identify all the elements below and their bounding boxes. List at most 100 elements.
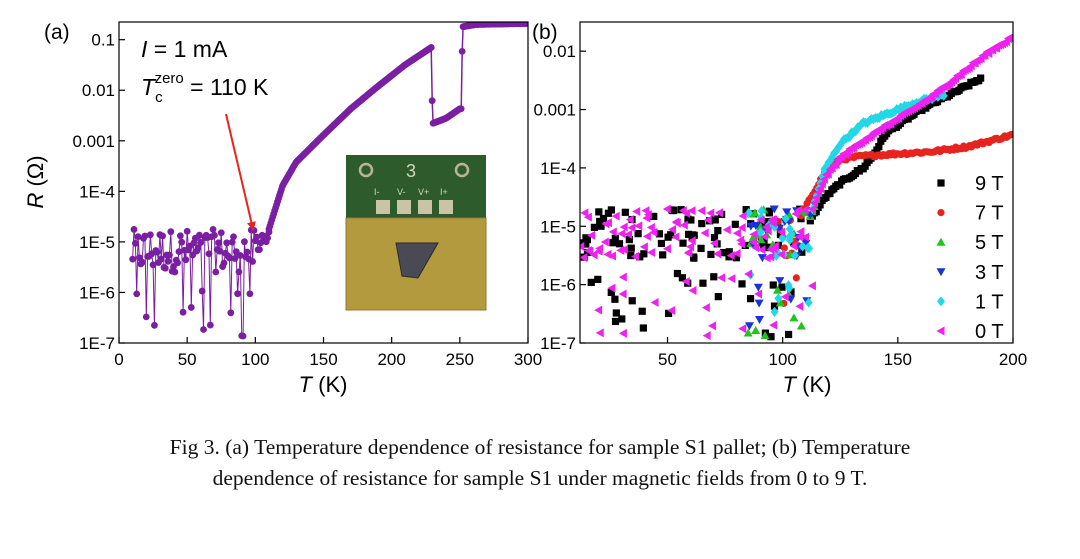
annotation-tc-sup: zero <box>155 70 184 87</box>
panel-a-ytick-label: 1E-7 <box>79 334 115 353</box>
panel-b-point-0t <box>662 204 671 214</box>
panel-a-point <box>249 258 257 265</box>
panel-b-point-0t <box>594 305 603 315</box>
panel-a-point <box>142 313 150 321</box>
panel-b-point-1t <box>772 250 781 261</box>
inset-photo: 3 I- V- V+ I+ <box>345 155 487 311</box>
panel-a-rise-line <box>268 46 432 230</box>
panel-b-point-5t <box>751 325 761 334</box>
panel-b-legend: 9 T 7 T 5 T 3 T 1 T 0 T <box>936 173 1004 343</box>
panel-b-point-9t <box>720 248 728 257</box>
panel-b-point-9t <box>732 254 741 262</box>
panel-b-point-0t <box>777 227 786 237</box>
panel-a-point <box>157 255 165 263</box>
panel-a-point <box>235 268 243 276</box>
annotation-current-rest: = 1 mA <box>147 36 228 62</box>
panel-b-point-3t <box>782 208 792 217</box>
panel-b-point-0t <box>756 215 765 225</box>
panel-b-point-0t <box>668 225 677 235</box>
panel-b-point-0t <box>618 328 627 338</box>
panel-b-point-9t <box>698 219 706 228</box>
inset-via-1 <box>358 162 374 178</box>
panel-b-point-9t <box>615 240 624 248</box>
panel-a-point <box>153 248 161 256</box>
panel-b-point-0t <box>589 250 598 260</box>
panel-a-ytick-label: 1E-6 <box>79 283 115 302</box>
panel-b-point-0t <box>738 324 747 334</box>
panel-b-point-9t <box>725 248 733 256</box>
panel-b-point-0t <box>757 245 766 255</box>
legend-marker-7t <box>937 209 945 217</box>
panel-a-point <box>250 226 258 234</box>
legend-marker-9t <box>937 179 945 187</box>
panel-b-point-0t <box>769 244 778 254</box>
panel-a-point <box>246 290 254 298</box>
panel-b-point-9t <box>587 278 595 286</box>
panel-b-point-1t <box>939 90 948 101</box>
panel-b-point-9t <box>784 330 793 339</box>
panel-b-point-0t <box>817 179 826 189</box>
panel-b-point-0t <box>594 246 603 256</box>
panel-b-point-1t <box>744 208 753 219</box>
panel-b-point-9t <box>669 207 677 215</box>
panel-b-point-0t <box>627 223 636 233</box>
panel-a-point <box>183 227 191 235</box>
panel-b-point-0t <box>760 232 769 242</box>
inset-contact-1 <box>376 200 390 214</box>
panel-b-point-9t <box>627 244 635 252</box>
panel-b-point-0t <box>823 169 832 179</box>
panel-a-xtick-label: 0 <box>114 350 123 369</box>
tc-arrow <box>225 113 256 231</box>
panel-a-ytick-label: 1E-5 <box>79 233 115 252</box>
panel-a-point <box>264 234 272 242</box>
figure: (a) 0 50 100 150 200 250 3001E-71E-61E-51E-40.… <box>23 21 1027 397</box>
panel-b-ytick-label: 0.01 <box>543 42 576 61</box>
annotation-current: I = 1 mA <box>141 36 228 62</box>
panel-b-point-3t <box>775 277 785 286</box>
panel-b-point-9t <box>836 181 844 189</box>
panel-a-point <box>159 232 167 240</box>
panel-b-point-0t <box>595 328 604 338</box>
panel-a-point <box>228 238 236 246</box>
panel-b-point-9t <box>612 309 620 317</box>
panel-b-point-0t <box>768 218 777 228</box>
panel-b-point-9t <box>627 251 635 260</box>
panel-b-point-0t <box>679 220 688 230</box>
panel-b-point-0t <box>726 251 735 261</box>
panel-a-point <box>133 290 141 298</box>
panel-b-point-9t <box>776 231 785 239</box>
panel-b-point-0t <box>1007 33 1013 40</box>
panel-a-point <box>187 304 195 311</box>
panel-b-point-9t <box>628 297 636 305</box>
legend-label-5t: 5 T <box>975 232 1004 254</box>
panel-b-point-5t <box>756 235 766 244</box>
panel-b-point-0t <box>646 222 655 232</box>
panel-b-point-0t <box>662 244 671 254</box>
panel-b-point-0t <box>714 208 723 218</box>
panel-b-point-0t <box>583 212 592 222</box>
panel-b-point-0t <box>769 320 778 330</box>
panel-b-point-0t <box>601 219 610 229</box>
figure-caption: Fig 3. (a) Temperature dependence of res… <box>60 432 1020 494</box>
panel-b-point-1t <box>785 231 794 242</box>
panel-b-point-0t <box>631 252 640 262</box>
panel-a-xtick-label: 250 <box>446 350 474 369</box>
panel-a-point <box>151 321 158 329</box>
inset-pad-label-3: V+ <box>418 187 429 197</box>
panel-b-point-9t <box>688 233 696 241</box>
panel-b-point-0t <box>642 213 651 223</box>
panel-a-point <box>205 250 213 258</box>
panel-b-point-0t <box>766 244 775 254</box>
panel-b-point-9t <box>625 235 633 244</box>
panel-a-xlabel: T (K) <box>299 372 348 397</box>
panel-a-point <box>171 268 179 276</box>
inset-number: 3 <box>406 161 416 181</box>
panel-b-point-9t <box>769 281 777 289</box>
panel-b-point-1t <box>805 243 814 254</box>
panel-a-point <box>131 239 139 247</box>
panel-b-ytick-label: 1E-6 <box>540 276 576 295</box>
panel-b-point-0t <box>687 236 696 246</box>
inset-pad-label-1: I- <box>374 187 380 197</box>
panel-b-point-5t <box>773 285 783 294</box>
panel-b-point-3t <box>801 239 811 248</box>
